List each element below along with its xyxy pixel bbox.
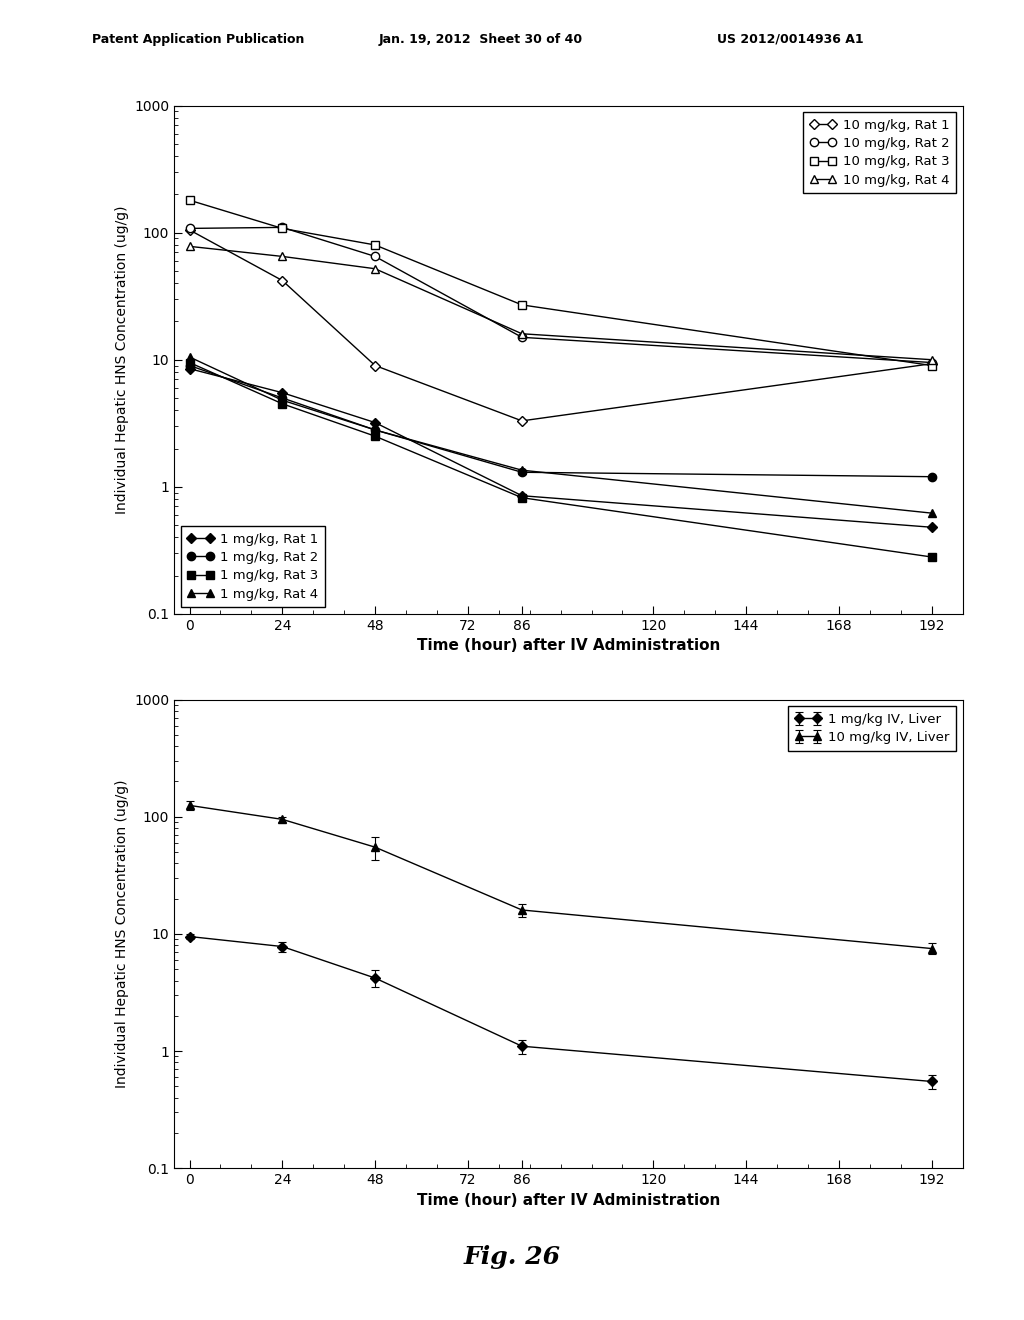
- 1 mg/kg, Rat 1: [276, 384, 289, 400]
- Line: 10 mg/kg, Rat 2: 10 mg/kg, Rat 2: [185, 223, 936, 367]
- Line: 10 mg/kg, Rat 3: 10 mg/kg, Rat 3: [185, 197, 936, 370]
- 1 mg/kg, Rat 2: [926, 469, 938, 484]
- 10 mg/kg, Rat 2: [516, 330, 528, 346]
- Text: US 2012/0014936 A1: US 2012/0014936 A1: [717, 33, 863, 46]
- 1 mg/kg, Rat 2: [276, 389, 289, 405]
- 10 mg/kg, Rat 1: [369, 358, 381, 374]
- 1 mg/kg, Rat 4: [183, 348, 196, 364]
- 1 mg/kg, Rat 4: [276, 392, 289, 408]
- 10 mg/kg, Rat 4: [369, 261, 381, 277]
- 10 mg/kg, Rat 3: [276, 220, 289, 236]
- 10 mg/kg, Rat 2: [926, 355, 938, 371]
- Line: 1 mg/kg, Rat 3: 1 mg/kg, Rat 3: [185, 358, 936, 561]
- 1 mg/kg, Rat 3: [276, 396, 289, 412]
- 10 mg/kg, Rat 2: [276, 219, 289, 235]
- 10 mg/kg, Rat 3: [926, 358, 938, 374]
- 10 mg/kg, Rat 1: [516, 413, 528, 429]
- Legend: 1 mg/kg IV, Liver, 10 mg/kg IV, Liver: 1 mg/kg IV, Liver, 10 mg/kg IV, Liver: [788, 706, 956, 751]
- 10 mg/kg, Rat 1: [926, 356, 938, 372]
- Y-axis label: Individual Hepatic HNS Concentration (ug/g): Individual Hepatic HNS Concentration (ug…: [115, 206, 129, 513]
- 1 mg/kg, Rat 2: [183, 358, 196, 374]
- 1 mg/kg, Rat 2: [516, 465, 528, 480]
- Text: Jan. 19, 2012  Sheet 30 of 40: Jan. 19, 2012 Sheet 30 of 40: [379, 33, 583, 46]
- 1 mg/kg, Rat 3: [369, 428, 381, 444]
- 10 mg/kg, Rat 2: [183, 220, 196, 236]
- 1 mg/kg, Rat 1: [926, 519, 938, 535]
- 1 mg/kg, Rat 1: [369, 414, 381, 430]
- 10 mg/kg, Rat 1: [276, 273, 289, 289]
- 1 mg/kg, Rat 4: [369, 422, 381, 438]
- 10 mg/kg, Rat 3: [369, 238, 381, 253]
- Line: 1 mg/kg, Rat 2: 1 mg/kg, Rat 2: [185, 362, 936, 480]
- 1 mg/kg, Rat 3: [926, 549, 938, 565]
- 1 mg/kg, Rat 1: [516, 488, 528, 504]
- 10 mg/kg, Rat 4: [276, 248, 289, 264]
- 1 mg/kg, Rat 4: [516, 462, 528, 478]
- 1 mg/kg, Rat 3: [183, 355, 196, 371]
- Line: 1 mg/kg, Rat 4: 1 mg/kg, Rat 4: [185, 352, 936, 517]
- X-axis label: Time (hour) after IV Administration: Time (hour) after IV Administration: [417, 1192, 720, 1208]
- Legend: 1 mg/kg, Rat 1, 1 mg/kg, Rat 2, 1 mg/kg, Rat 3, 1 mg/kg, Rat 4: 1 mg/kg, Rat 1, 1 mg/kg, Rat 2, 1 mg/kg,…: [180, 527, 325, 607]
- 10 mg/kg, Rat 4: [926, 352, 938, 368]
- X-axis label: Time (hour) after IV Administration: Time (hour) after IV Administration: [417, 638, 720, 653]
- 10 mg/kg, Rat 1: [183, 222, 196, 238]
- 10 mg/kg, Rat 3: [183, 193, 196, 209]
- Line: 1 mg/kg, Rat 1: 1 mg/kg, Rat 1: [186, 366, 935, 531]
- 10 mg/kg, Rat 4: [516, 326, 528, 342]
- 10 mg/kg, Rat 4: [183, 239, 196, 255]
- Text: Patent Application Publication: Patent Application Publication: [92, 33, 304, 46]
- Y-axis label: Individual Hepatic HNS Concentration (ug/g): Individual Hepatic HNS Concentration (ug…: [115, 780, 129, 1088]
- Line: 10 mg/kg, Rat 1: 10 mg/kg, Rat 1: [186, 227, 935, 424]
- Line: 10 mg/kg, Rat 4: 10 mg/kg, Rat 4: [185, 242, 936, 364]
- 1 mg/kg, Rat 2: [369, 422, 381, 438]
- 10 mg/kg, Rat 2: [369, 248, 381, 264]
- 1 mg/kg, Rat 4: [926, 506, 938, 521]
- 1 mg/kg, Rat 3: [516, 490, 528, 506]
- Text: Fig. 26: Fig. 26: [464, 1245, 560, 1269]
- 10 mg/kg, Rat 3: [516, 297, 528, 313]
- 1 mg/kg, Rat 1: [183, 360, 196, 376]
